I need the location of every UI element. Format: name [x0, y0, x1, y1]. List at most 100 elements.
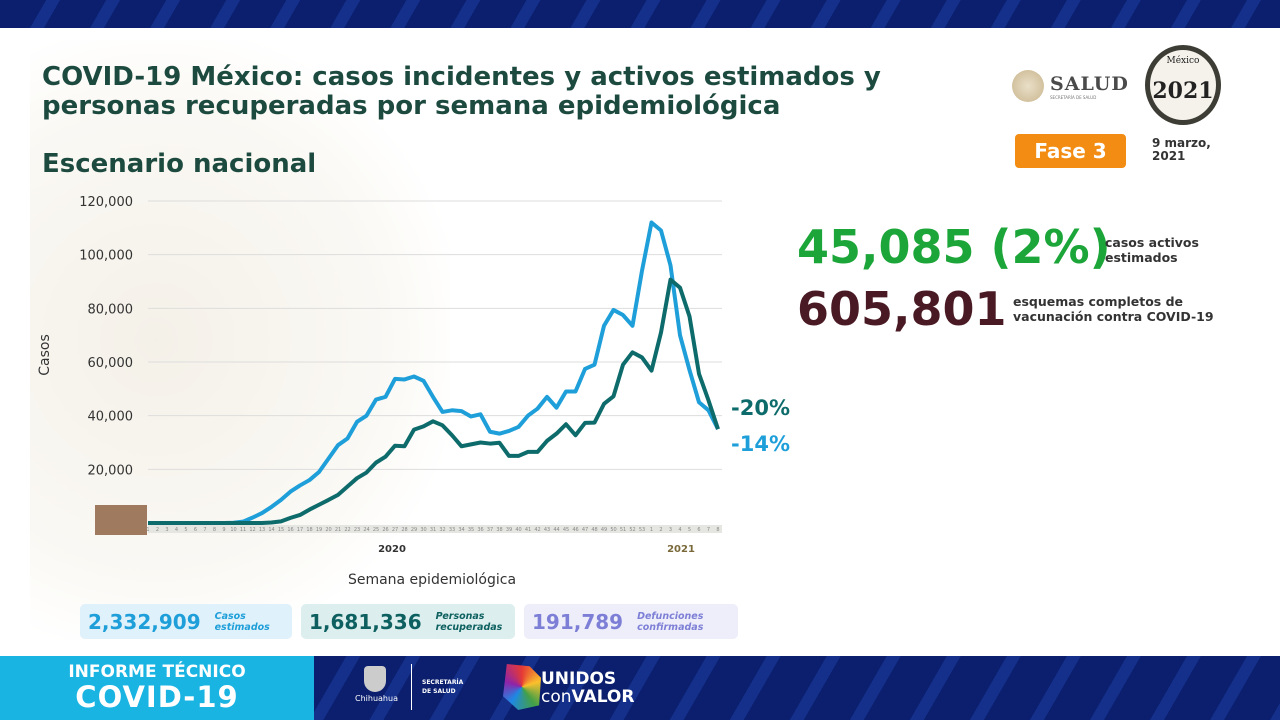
x-tick-label: 43: [544, 527, 550, 533]
people-illustration-icon: [95, 505, 147, 535]
series-change-label: -14%: [731, 432, 790, 456]
active-cases-label: casos activos estimados: [1105, 235, 1199, 265]
x-tick-label: 53: [639, 527, 645, 533]
x-tick-label: 5: [688, 527, 691, 533]
x-tick-label: 1: [146, 527, 149, 533]
year-label-2021: 2021: [667, 544, 695, 555]
x-tick-label: 30: [420, 527, 426, 533]
legend-2: 191,789 Defunciones confirmadas: [524, 604, 738, 639]
seal-icon: [1012, 70, 1044, 102]
x-tick-label: 32: [439, 527, 445, 533]
x-tick-label: 3: [165, 527, 168, 533]
x-tick-label: 24: [363, 527, 369, 533]
x-tick-label: 36: [477, 527, 483, 533]
x-tick-label: 28: [401, 527, 407, 533]
x-tick-label: 33: [449, 527, 455, 533]
vaccination-label: esquemas completos de vacunación contra …: [1013, 294, 1214, 324]
x-tick-label: 4: [175, 527, 178, 533]
shield-icon: [364, 666, 386, 692]
year-label-2020: 2020: [378, 544, 406, 555]
x-tick-label: 40: [515, 527, 521, 533]
x-tick-label: 11: [240, 527, 246, 533]
x-tick-label: 2: [156, 527, 159, 533]
x-axis-label: Semana epidemiológica: [348, 572, 516, 588]
x-tick-label: 52: [629, 527, 635, 533]
x-tick-label: 29: [411, 527, 417, 533]
page-title: COVID-19 México: casos incidentes y acti…: [42, 62, 881, 121]
x-tick-label: 37: [487, 527, 493, 533]
x-tick-label: 27: [392, 527, 398, 533]
x-tick-label: 47: [582, 527, 588, 533]
x-tick-label: 22: [344, 527, 350, 533]
x-tick-label: 45: [563, 527, 569, 533]
legend-value: 1,681,336: [309, 609, 422, 634]
legend-label: Casos estimados: [214, 610, 270, 633]
x-tick-label: 26: [382, 527, 388, 533]
legend-0: 2,332,909 Casos estimados: [80, 604, 292, 639]
x-tick-label: 9: [222, 527, 225, 533]
phase-badge: Fase 3: [1015, 134, 1126, 168]
x-tick-label: 19: [316, 527, 322, 533]
x-axis-band: [148, 525, 722, 533]
active-cases-value: 45,085 (2%): [797, 220, 1111, 274]
vaccination-value: 605,801: [797, 282, 1007, 336]
y-tick-label: 20,000: [88, 463, 134, 478]
x-tick-label: 25: [373, 527, 379, 533]
legend-label: Defunciones confirmadas: [637, 610, 704, 633]
salud-logo: SALUD SECRETARÍA DE SALUD: [1012, 70, 1129, 102]
x-tick-label: 51: [620, 527, 626, 533]
x-tick-label: 21: [335, 527, 341, 533]
x-tick-label: 6: [697, 527, 700, 533]
x-tick-label: 10: [230, 527, 236, 533]
x-tick-label: 17: [297, 527, 303, 533]
x-tick-label: 48: [591, 527, 597, 533]
chihuahua-logo: Chihuahua: [355, 666, 398, 703]
legend-value: 191,789: [532, 609, 624, 634]
x-tick-label: 2: [659, 527, 662, 533]
x-tick-label: 38: [496, 527, 502, 533]
unidos-con-valor: UNIDOS conVALOR: [541, 669, 635, 707]
series-line-0: [148, 220, 720, 525]
x-tick-label: 20: [325, 527, 331, 533]
x-tick-label: 46: [572, 527, 578, 533]
informe-tecnico-badge: INFORME TÉCNICO COVID-19: [0, 656, 314, 720]
x-tick-label: 39: [506, 527, 512, 533]
x-tick-label: 15: [278, 527, 284, 533]
legend-value: 2,332,909: [88, 609, 201, 634]
series-change-label: -20%: [731, 396, 790, 420]
x-tick-label: 8: [716, 527, 719, 533]
y-axis-label: Casos: [37, 334, 53, 376]
background-watermark: [30, 40, 450, 640]
x-tick-label: 49: [601, 527, 607, 533]
legend-1: 1,681,336 Personas recuperadas: [301, 604, 515, 639]
x-tick-label: 7: [203, 527, 206, 533]
y-tick-label: 40,000: [88, 410, 134, 425]
top-banner: [0, 0, 1280, 28]
page-subtitle: Escenario nacional: [42, 149, 317, 179]
x-tick-label: 50: [610, 527, 616, 533]
secretaria-salud: SECRETARÍA DE SALUD: [422, 679, 464, 695]
x-tick-label: 1: [650, 527, 653, 533]
x-tick-label: 23: [354, 527, 360, 533]
legend-label: Personas recuperadas: [435, 610, 503, 633]
report-date: 9 marzo, 2021: [1152, 136, 1211, 163]
x-tick-label: 8: [213, 527, 216, 533]
x-tick-label: 42: [534, 527, 540, 533]
x-tick-label: 12: [249, 527, 255, 533]
y-tick-label: 80,000: [88, 302, 134, 317]
x-tick-label: 6: [194, 527, 197, 533]
x-tick-label: 41: [525, 527, 531, 533]
x-tick-label: 16: [287, 527, 293, 533]
x-tick-label: 35: [468, 527, 474, 533]
x-tick-label: 7: [707, 527, 710, 533]
x-tick-label: 34: [458, 527, 464, 533]
x-tick-label: 3: [669, 527, 672, 533]
x-tick-label: 5: [184, 527, 187, 533]
y-tick-label: 100,000: [79, 249, 133, 264]
x-tick-label: 13: [259, 527, 265, 533]
state-map-icon: [503, 664, 541, 710]
x-tick-label: 31: [430, 527, 436, 533]
x-tick-label: 4: [678, 527, 681, 533]
y-tick-label: 120,000: [79, 195, 133, 210]
